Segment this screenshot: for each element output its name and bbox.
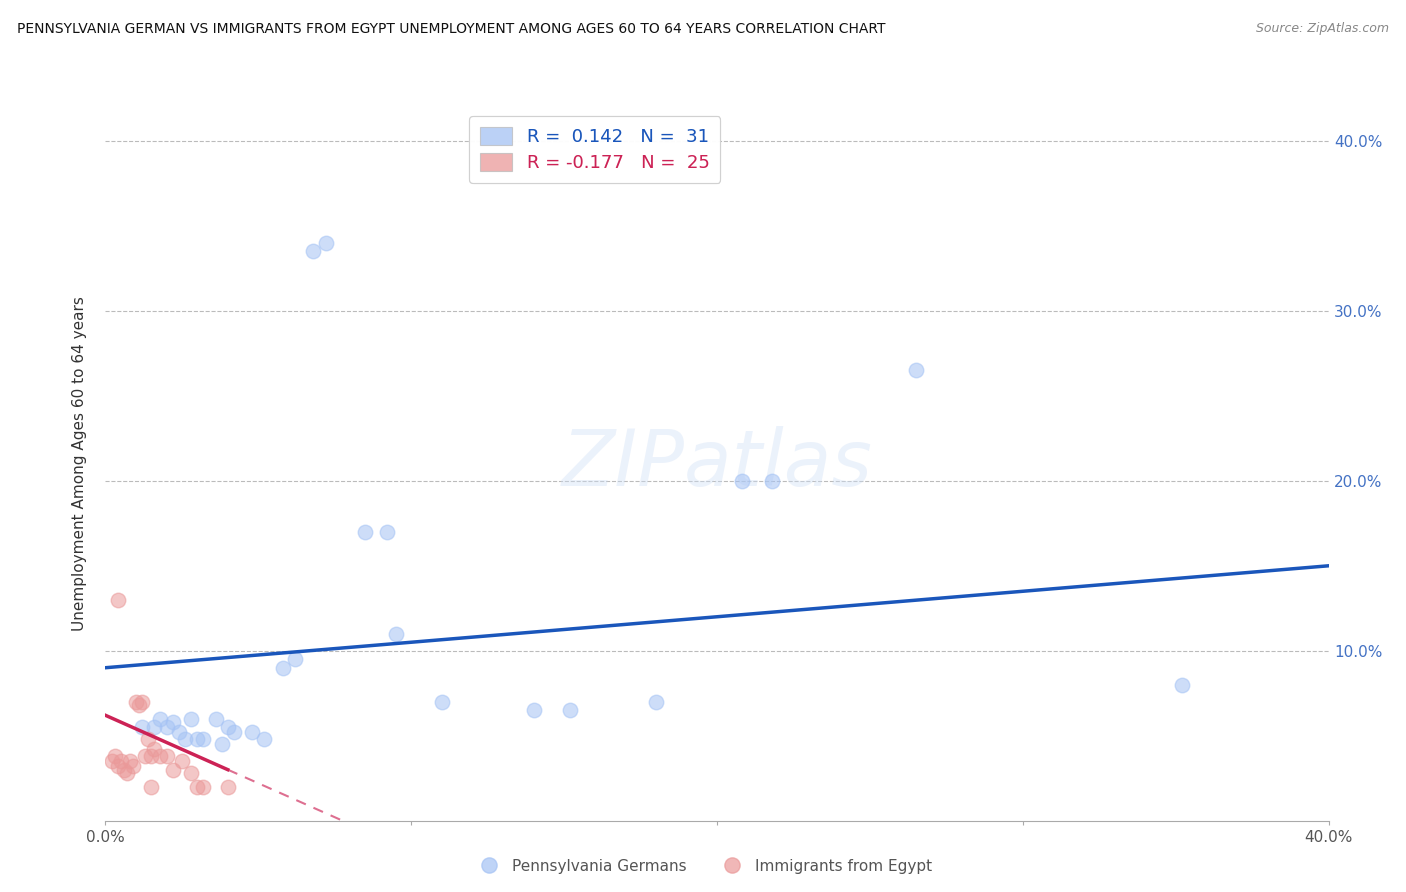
Point	[128, 698, 150, 712]
Point	[315, 235, 337, 250]
Point	[761, 474, 783, 488]
Point	[143, 742, 166, 756]
Point	[174, 732, 197, 747]
Point	[193, 780, 215, 794]
Point	[155, 749, 177, 764]
Y-axis label: Unemployment Among Ages 60 to 64 years: Unemployment Among Ages 60 to 64 years	[72, 296, 87, 632]
Point	[271, 661, 294, 675]
Point	[118, 754, 141, 768]
Point	[180, 712, 202, 726]
Point	[284, 652, 307, 666]
Point	[204, 712, 226, 726]
Point	[131, 695, 153, 709]
Point	[644, 695, 666, 709]
Point	[217, 780, 239, 794]
Point	[186, 732, 208, 747]
Point	[162, 763, 184, 777]
Point	[141, 749, 163, 764]
Point	[523, 703, 546, 717]
Point	[141, 780, 163, 794]
Point	[560, 703, 582, 717]
Point	[115, 766, 138, 780]
Point	[375, 524, 398, 539]
Point	[149, 712, 172, 726]
Point	[430, 695, 453, 709]
Legend: Pennsylvania Germans, Immigrants from Egypt: Pennsylvania Germans, Immigrants from Eg…	[468, 853, 938, 880]
Point	[100, 754, 122, 768]
Point	[131, 720, 153, 734]
Point	[385, 626, 408, 640]
Point	[240, 725, 263, 739]
Text: ZIPatlas: ZIPatlas	[561, 425, 873, 502]
Point	[1171, 678, 1194, 692]
Point	[122, 759, 145, 773]
Point	[155, 720, 177, 734]
Point	[162, 715, 184, 730]
Point	[180, 766, 202, 780]
Point	[186, 780, 208, 794]
Point	[104, 749, 127, 764]
Point	[136, 732, 159, 747]
Point	[730, 474, 752, 488]
Text: PENNSYLVANIA GERMAN VS IMMIGRANTS FROM EGYPT UNEMPLOYMENT AMONG AGES 60 TO 64 YE: PENNSYLVANIA GERMAN VS IMMIGRANTS FROM E…	[17, 22, 886, 37]
Legend: R =  0.142   N =  31, R = -0.177   N =  25: R = 0.142 N = 31, R = -0.177 N = 25	[470, 116, 720, 183]
Point	[167, 725, 190, 739]
Point	[170, 754, 193, 768]
Point	[904, 363, 927, 377]
Point	[143, 720, 166, 734]
Point	[134, 749, 156, 764]
Point	[211, 737, 233, 751]
Point	[253, 732, 276, 747]
Point	[217, 720, 239, 734]
Point	[110, 754, 132, 768]
Point	[107, 592, 129, 607]
Point	[302, 244, 325, 259]
Text: Source: ZipAtlas.com: Source: ZipAtlas.com	[1256, 22, 1389, 36]
Point	[112, 763, 135, 777]
Point	[222, 725, 245, 739]
Point	[354, 524, 377, 539]
Point	[149, 749, 172, 764]
Point	[107, 759, 129, 773]
Point	[125, 695, 148, 709]
Point	[193, 732, 215, 747]
